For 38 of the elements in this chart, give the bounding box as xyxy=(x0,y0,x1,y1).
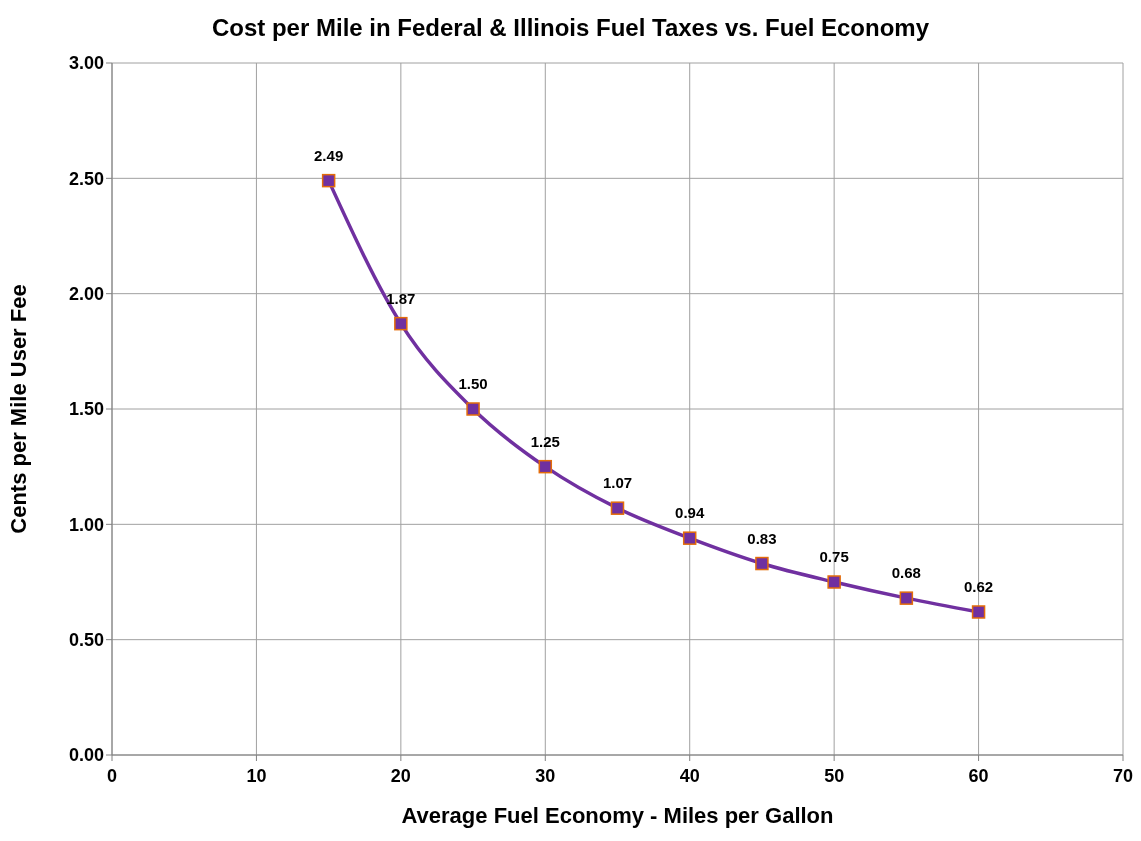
x-tick-label: 30 xyxy=(535,765,556,786)
data-label: 0.68 xyxy=(891,564,921,582)
x-tick-label: 60 xyxy=(968,765,989,786)
x-tick-label: 10 xyxy=(246,765,267,786)
y-tick-label: 3.00 xyxy=(68,53,104,74)
y-tick-label: 0.50 xyxy=(68,630,104,651)
chart-title: Cost per Mile in Federal & Illinois Fuel Taxes vs. Fuel Economy xyxy=(210,14,931,42)
data-label: 1.87 xyxy=(386,289,416,307)
point xyxy=(755,556,769,571)
point xyxy=(827,575,841,589)
x-tick-label: 40 xyxy=(679,765,700,786)
point xyxy=(610,501,625,515)
data-label: 2.49 xyxy=(314,146,344,164)
data-label: 0.75 xyxy=(819,548,849,565)
y-tick-label: 2.00 xyxy=(68,284,104,305)
data-label: 1.50 xyxy=(458,375,488,392)
x-tick-label: 0 xyxy=(106,765,118,786)
point xyxy=(899,591,914,605)
y-tick-label: 0.00 xyxy=(68,745,104,766)
point xyxy=(682,531,697,545)
data-label: 0.62 xyxy=(963,577,994,595)
data-label: 0.83 xyxy=(747,529,777,547)
point xyxy=(538,459,553,474)
point xyxy=(466,402,480,416)
data-label: 0.94 xyxy=(675,504,705,522)
x-tick-label: 20 xyxy=(390,765,411,786)
y-tick-label: 1.50 xyxy=(68,399,104,420)
y-tick-label: 2.50 xyxy=(68,168,104,189)
data-label: 1.25 xyxy=(530,432,560,450)
y-axis-title: Cents per Mile User Fee xyxy=(5,284,31,534)
data-label: 1.07 xyxy=(602,474,633,492)
x-tick-label: 50 xyxy=(824,765,845,786)
point xyxy=(971,605,986,619)
y-tick-label: 1.00 xyxy=(68,514,104,535)
point xyxy=(394,316,408,331)
x-axis-title: Average Fuel Economy - Miles per Gallon xyxy=(401,803,834,828)
x-tick-label: 70 xyxy=(1112,765,1134,786)
point xyxy=(321,173,336,188)
